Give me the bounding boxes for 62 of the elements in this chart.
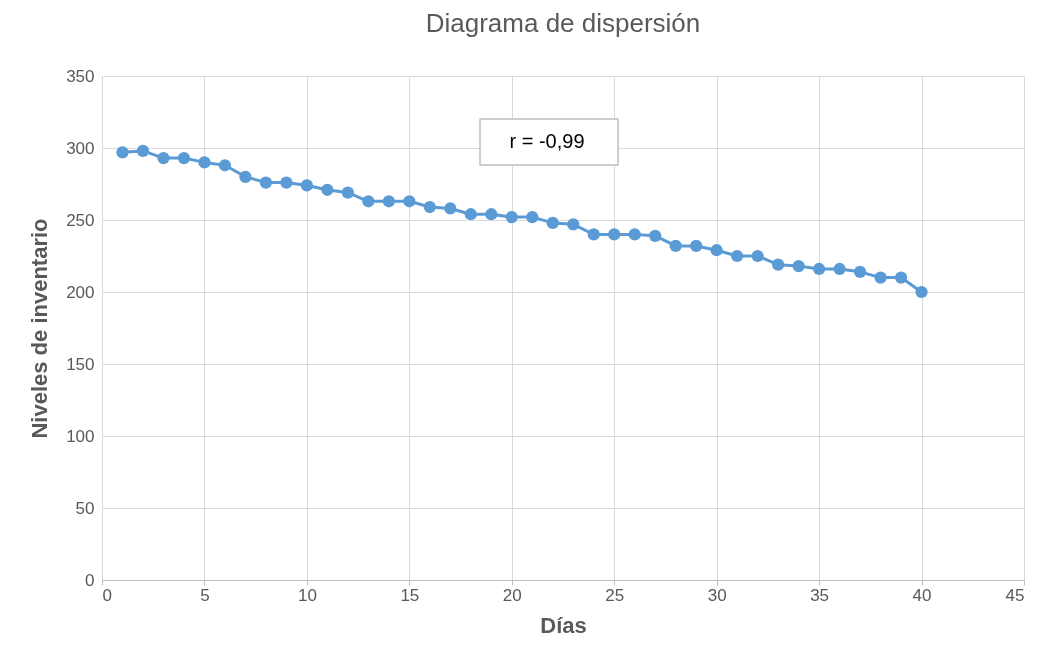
point <box>177 151 191 165</box>
chart-title: Diagrama de dispersión <box>425 8 701 38</box>
y-tick-label: 50 <box>75 498 95 518</box>
point <box>116 146 129 159</box>
point <box>669 239 682 253</box>
point <box>239 170 252 183</box>
point <box>628 228 641 241</box>
x-tick-label: 5 <box>200 585 210 605</box>
point <box>751 249 764 263</box>
point <box>792 259 805 273</box>
point <box>485 208 498 221</box>
point <box>505 211 518 224</box>
y-tick-label: 100 <box>66 426 95 446</box>
point <box>710 244 723 257</box>
point <box>853 265 867 278</box>
x-tick-label: 0 <box>102 585 112 605</box>
y-axis-title: Niveles de inventario <box>27 218 53 439</box>
x-tick-label: 40 <box>912 585 932 605</box>
point <box>198 156 211 169</box>
point <box>731 249 744 263</box>
y-tick-label: 150 <box>66 354 95 374</box>
x-tick-label: 35 <box>810 585 830 605</box>
point <box>362 195 375 208</box>
y-tick-label: 200 <box>66 282 95 302</box>
point <box>321 183 334 196</box>
x-tick-label: 20 <box>502 585 522 605</box>
point <box>341 186 354 199</box>
x-tick-label: 10 <box>297 585 317 605</box>
point <box>915 285 928 299</box>
x-tick-label: 45 <box>1005 585 1025 605</box>
point <box>136 144 150 157</box>
point <box>259 176 273 189</box>
point <box>546 216 559 229</box>
point <box>444 202 457 215</box>
point <box>464 208 477 221</box>
point <box>690 239 703 253</box>
point <box>772 258 785 271</box>
point <box>833 262 846 276</box>
y-tick-label: 300 <box>66 138 95 158</box>
y-tick-label: 0 <box>85 570 95 590</box>
point <box>403 195 416 208</box>
x-tick-label: 15 <box>400 585 420 605</box>
point <box>894 271 908 284</box>
point <box>300 179 314 192</box>
annotation: r = -0,99 <box>509 130 585 152</box>
x-axis-title: Días <box>540 612 587 638</box>
point <box>423 200 436 214</box>
x-tick-label: 30 <box>707 585 727 605</box>
point <box>157 151 170 165</box>
point <box>218 159 232 172</box>
point <box>526 211 539 224</box>
point <box>567 218 580 231</box>
y-tick-label: 250 <box>66 210 95 230</box>
x-tick-label: 25 <box>605 585 625 605</box>
point <box>280 176 293 189</box>
point <box>587 228 600 241</box>
point <box>649 229 662 242</box>
y-tick-label: 350 <box>66 66 95 86</box>
point <box>382 195 395 208</box>
point <box>608 228 621 241</box>
point <box>812 262 826 276</box>
point <box>874 271 887 284</box>
